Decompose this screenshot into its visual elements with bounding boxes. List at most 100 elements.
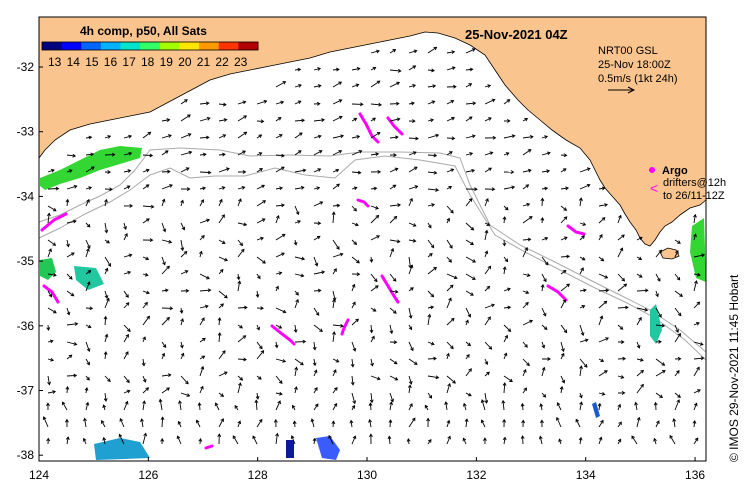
current-vector-arrow (218, 167, 230, 173)
current-vector-arrow (484, 250, 489, 258)
current-vector-arrow (503, 352, 508, 360)
current-vector-arrow (522, 341, 528, 348)
current-vector-arrow (370, 285, 379, 292)
current-vector-arrow (161, 288, 169, 293)
current-vector-arrow (351, 435, 357, 445)
current-vector-arrow (199, 355, 206, 360)
current-vector-arrow (617, 247, 624, 258)
current-vector-arrow (237, 248, 245, 258)
current-vector-arrow (427, 222, 432, 229)
current-vector-arrow (370, 49, 380, 54)
current-vector-arrow (655, 370, 666, 377)
current-vector-arrow (617, 273, 626, 282)
current-vector-arrow (294, 220, 302, 224)
current-vector-arrow (294, 100, 302, 105)
current-vector-arrow (313, 101, 321, 106)
current-vector-arrow (294, 273, 305, 278)
current-vector-arrow (484, 167, 492, 173)
current-vector-arrow (502, 418, 507, 428)
current-vector-arrow (655, 323, 666, 328)
current-vector-arrow (101, 420, 106, 428)
current-vector-arrow (560, 375, 566, 384)
current-vector-arrow (61, 401, 68, 411)
current-vector-arrow (408, 197, 413, 207)
current-vector-arrow (655, 290, 659, 298)
current-vector-arrow (237, 100, 247, 105)
current-vector-arrow (123, 253, 133, 258)
map-border (38, 16, 707, 462)
current-vector-arrow (503, 99, 511, 105)
current-vector-arrow (332, 203, 341, 208)
current-vector-arrow (199, 101, 210, 106)
current-vector-arrow (66, 273, 73, 280)
current-vector-arrow (598, 337, 609, 343)
current-vector-arrow (275, 214, 280, 224)
current-vector-arrow (655, 358, 666, 366)
current-vector-arrow (370, 80, 381, 88)
current-vector-arrow (389, 392, 395, 403)
current-vector-arrow (427, 313, 432, 326)
current-vector-arrow (161, 134, 172, 139)
current-vector-arrow (142, 432, 148, 445)
current-vector-arrow (693, 437, 699, 445)
current-vector-arrow (123, 375, 130, 384)
current-vector-arrow (674, 369, 680, 377)
argo-track (40, 212, 68, 232)
current-vector-arrow (256, 341, 263, 350)
current-vector-arrow (332, 298, 336, 309)
current-vector-arrow (237, 375, 244, 381)
current-vector-arrow (217, 332, 222, 343)
current-vector-arrow (555, 416, 562, 428)
current-vector-arrow (502, 436, 507, 445)
current-vector-arrow (180, 375, 189, 385)
current-vector-arrow (484, 98, 496, 105)
current-vector-arrow (123, 333, 129, 343)
current-vector-arrow (85, 281, 91, 292)
current-vector-arrow (198, 437, 203, 445)
current-vector-arrow (484, 265, 492, 275)
current-vector-arrow (177, 420, 182, 428)
current-vector-arrow (655, 307, 662, 318)
current-vector-arrow (313, 118, 326, 122)
current-vector-arrow (674, 249, 679, 258)
current-vector-arrow (142, 238, 154, 243)
current-vector-arrow (560, 168, 567, 173)
current-vector-arrow (424, 404, 429, 411)
current-vector-arrow (199, 273, 210, 280)
current-vector-arrow (522, 237, 532, 242)
current-vector-arrow (446, 136, 456, 141)
current-vector-arrow (351, 150, 363, 156)
current-vector-arrow (522, 319, 534, 326)
current-vector-arrow (427, 133, 440, 139)
current-vector-arrow (256, 273, 261, 280)
current-vector-arrow (389, 247, 395, 258)
current-vector-arrow (218, 392, 225, 397)
current-vector-arrow (598, 217, 606, 224)
colorbar-tick-label: 15 (85, 55, 99, 69)
current-vector-arrow (85, 375, 90, 381)
current-vector-arrow (85, 166, 95, 173)
current-vector-arrow (693, 280, 698, 292)
current-vector-arrow (370, 169, 382, 174)
x-tick-label: 124 (29, 468, 49, 482)
current-vector-arrow (408, 49, 418, 54)
current-vector-arrow (332, 268, 337, 275)
current-vector-arrow (388, 419, 393, 428)
current-vector-arrow (579, 183, 591, 190)
current-vector-arrow (503, 205, 509, 211)
x-tick-label: 136 (685, 468, 705, 482)
current-vector-arrow (446, 239, 453, 249)
current-vector-arrow (503, 185, 516, 190)
current-vector-arrow (42, 416, 49, 428)
current-vector-arrow (313, 369, 318, 377)
current-vector-arrow (85, 186, 93, 190)
current-vector-arrow (256, 119, 265, 124)
current-vector-arrow (484, 392, 489, 404)
current-vector-arrow (161, 265, 170, 275)
current-vector-arrow (389, 324, 394, 335)
current-vector-arrow (521, 419, 526, 428)
current-vector-arrow (237, 131, 248, 139)
argo-track (546, 284, 568, 302)
colorbar-tick-label: 13 (48, 55, 62, 69)
